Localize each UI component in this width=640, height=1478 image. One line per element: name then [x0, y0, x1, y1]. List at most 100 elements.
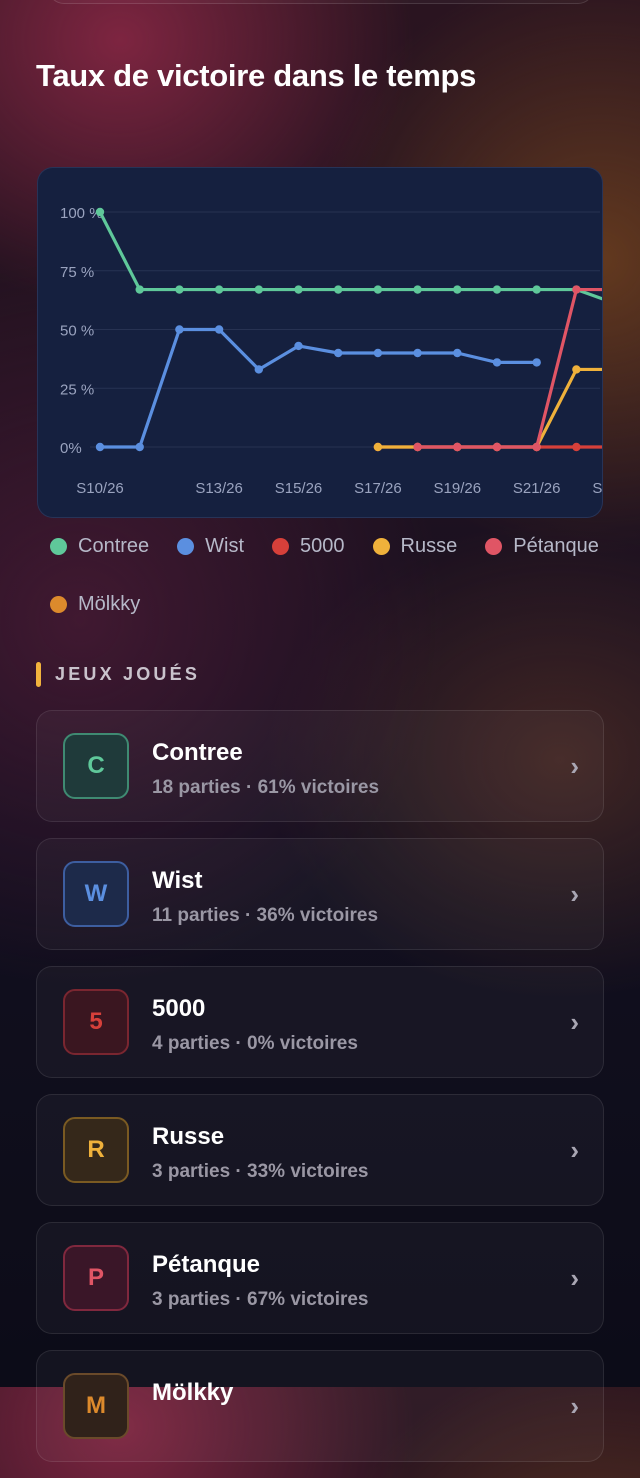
legend-label: Wist [205, 534, 245, 557]
data-point-petanque [572, 285, 581, 294]
game-row[interactable]: M Mölkky › [36, 1350, 604, 1462]
played-header: JEUX JOUÉS [36, 662, 200, 687]
chevron-right-icon: › [570, 1391, 579, 1421]
section-title: Taux de victoire dans le temps [36, 58, 477, 93]
legend-item: Contree [50, 532, 149, 560]
game-name: 5000 [152, 995, 206, 1022]
game-row[interactable]: R Russe 3 parties · 33% victoires › [36, 1094, 604, 1206]
data-point-5000 [572, 442, 581, 452]
x-tick-label: S17/26 [354, 480, 402, 497]
legend-item: Wist [177, 532, 244, 560]
y-tick-label: 50 % [60, 323, 94, 340]
chevron-right-icon: › [570, 751, 579, 781]
legend-label: 5000 [300, 534, 345, 557]
data-point-wist [175, 325, 184, 334]
x-tick-label: S10/26 [76, 480, 124, 497]
data-point-contree [453, 285, 462, 294]
data-point-contree [334, 285, 343, 294]
data-point-contree [135, 285, 144, 294]
game-name: Pétanque [152, 1251, 261, 1278]
data-point-wist [214, 325, 224, 334]
legend-label: Pétanque [513, 534, 599, 557]
game-initial-badge: C [63, 733, 129, 799]
data-point-wist [334, 348, 343, 358]
data-point-contree [95, 207, 105, 217]
win-rate-chart: 100 % 75 % 50 % 25 % 0% S10/26 S13/26 S15/26 S17… [37, 167, 603, 518]
previous-card [48, 0, 594, 4]
y-tick-label: 100 % [60, 205, 103, 222]
series-line-wist [98, 327, 539, 449]
y-tick-label: 75 % [60, 264, 94, 281]
x-tick-label: S21/26 [513, 480, 561, 497]
played-title: JEUX JOUÉS [55, 664, 201, 684]
data-point-wist [254, 365, 263, 374]
data-point-contree [294, 285, 303, 294]
x-tick-label: S23/26 [592, 480, 603, 497]
legend-item: 5000 [272, 532, 345, 560]
series-line-russe [376, 367, 602, 449]
game-stats: 11 parties · 36% victoires [152, 905, 379, 926]
game-stats: 3 parties · 33% victoires [152, 1161, 369, 1182]
data-point-contree [214, 285, 224, 294]
data-point-wist [373, 348, 383, 358]
chevron-right-icon: › [570, 1007, 579, 1037]
data-point-russe [373, 442, 383, 452]
data-point-wist [532, 358, 541, 367]
game-initial-badge: 5 [63, 989, 129, 1055]
x-tick-label: S13/26 [195, 480, 243, 497]
legend-dot [50, 595, 67, 613]
game-stats: 4 parties · 0% victoires [152, 1033, 358, 1054]
data-point-russe [572, 365, 581, 374]
legend-dot [485, 537, 503, 555]
game-initial-badge: W [63, 861, 129, 927]
game-name: Wist [152, 867, 203, 894]
game-stats: 3 parties · 67% victoires [152, 1289, 369, 1310]
data-point-contree [532, 285, 541, 294]
data-point-contree [492, 285, 502, 294]
chevron-right-icon: › [570, 1135, 579, 1165]
series-line-contree [98, 210, 602, 301]
data-point-wist [413, 348, 422, 358]
game-name: Mölkky [152, 1379, 234, 1406]
legend-dot [272, 537, 290, 555]
data-point-wist [95, 442, 105, 452]
legend-label: Mölkky [78, 592, 141, 615]
y-tick-label: 0% [60, 440, 82, 457]
data-point-wist [294, 341, 303, 351]
game-row[interactable]: W Wist 11 parties · 36% victoires › [36, 838, 604, 950]
game-name: Contree [152, 739, 243, 766]
x-tick-label: S15/26 [275, 480, 323, 497]
chevron-right-icon: › [570, 879, 579, 909]
chevron-right-icon: › [570, 1263, 579, 1293]
game-row[interactable]: P Pétanque 3 parties · 67% victoires › [36, 1222, 604, 1334]
data-point-petanque [453, 442, 462, 452]
legend-label: Russe [400, 534, 458, 557]
legend-item: Pétanque [485, 532, 599, 560]
legend-dot [372, 537, 390, 555]
game-name: Russe [152, 1123, 225, 1150]
win-rate-chart-svg: 100 % 75 % 50 % 25 % 0% S10/26 S13/26 S15/26 S17… [60, 205, 603, 497]
legend-item: Mölkky [50, 590, 140, 618]
legend-dot [50, 537, 67, 555]
data-point-wist [453, 348, 462, 358]
y-tick-label: 25 % [60, 381, 94, 398]
game-row[interactable]: 5 5000 4 parties · 0% victoires › [36, 966, 604, 1078]
data-point-petanque [492, 442, 502, 452]
game-row[interactable]: C Contree 18 parties · 61% victoires › [36, 710, 604, 822]
data-point-petanque [532, 442, 541, 452]
data-point-contree [254, 285, 263, 294]
legend-dot [177, 537, 195, 555]
game-initial-badge: P [63, 1245, 129, 1311]
x-tick-label: S19/26 [434, 480, 482, 497]
chart-legend: Contree Wist 5000 Russe Pétanque Mölkky [50, 532, 610, 618]
data-point-contree [175, 285, 184, 294]
section-accent-bar [36, 662, 41, 687]
games-list: C Contree 18 parties · 61% victoires › W Wist… [36, 710, 604, 1478]
series-line-petanque [416, 287, 602, 449]
data-point-wist [135, 442, 144, 452]
data-point-contree [413, 285, 422, 294]
game-stats: 18 parties · 61% victoires [152, 777, 380, 798]
data-point-petanque [413, 442, 422, 452]
data-point-contree [373, 285, 383, 294]
legend-label: Contree [78, 534, 150, 557]
